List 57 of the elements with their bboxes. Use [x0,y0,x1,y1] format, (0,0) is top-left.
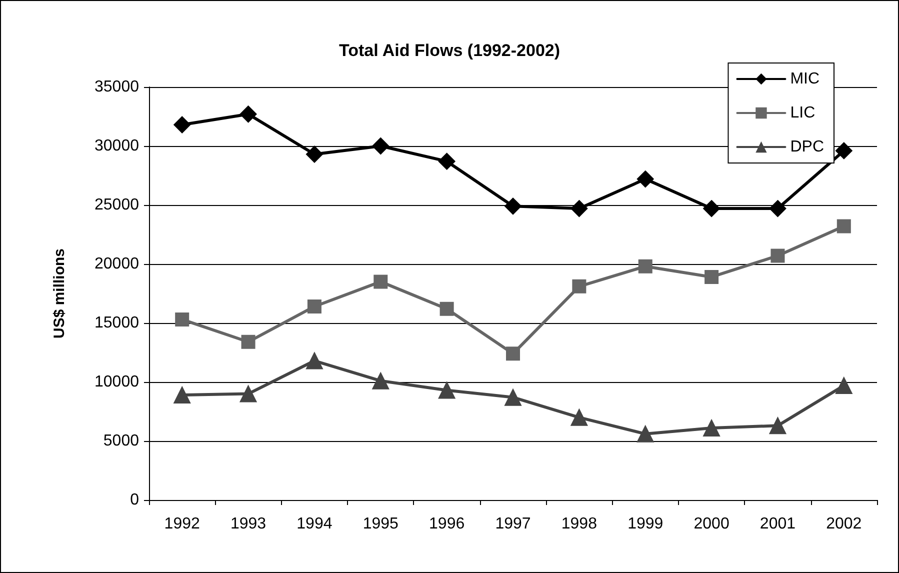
point [638,259,652,274]
legend-label: LIC [790,104,816,122]
point [306,352,323,370]
point [703,420,720,437]
y-tick-label: 25000 [94,196,140,214]
point [374,274,388,289]
point [306,146,323,163]
point [438,152,456,170]
point [240,106,257,123]
y-tick-label: 30000 [94,138,140,154]
x-tick-label: 1996 [429,516,465,532]
point [570,408,588,426]
y-tick-label: 15000 [94,314,140,332]
y-axis-title: US$ millions [51,248,68,339]
x-tick-label: 1997 [495,516,531,532]
point [836,219,851,234]
x-tick-label: 1993 [230,516,266,532]
x-tick-label: 1994 [296,516,332,532]
x-tick-label: 1992 [164,516,200,532]
point [440,302,454,316]
point [704,270,719,284]
point [240,385,257,402]
x-tick-label: 2001 [760,516,796,532]
point [769,200,786,218]
x-tick-label: 2000 [694,516,730,532]
point [703,200,720,218]
x-tick-label: 1999 [628,516,664,532]
point [372,138,390,154]
y-tick-label: 5000 [103,432,140,450]
legend-label: DPC [790,138,824,156]
point [636,170,654,188]
point [570,200,588,218]
y-tick-label: 10000 [94,374,140,390]
point [506,346,520,361]
point [636,425,654,442]
legend-label: MIC [790,70,820,88]
point [372,372,390,390]
point [835,377,852,394]
point [572,279,586,294]
point [835,142,852,160]
y-tick-label: 20000 [94,256,140,272]
chart-title: Total Aid Flows (1992-2002) [338,41,560,60]
point [438,382,456,399]
x-tick-label: 1995 [362,516,399,532]
point [770,248,785,263]
x-tick-label: 2002 [826,516,862,532]
y-tick-label: 35000 [94,78,140,96]
point [174,386,191,404]
y-tick-label: 0 [130,492,140,508]
point [769,417,786,434]
point [504,388,522,406]
x-tick-label: 1998 [561,516,598,532]
point [174,116,191,134]
point [504,198,522,215]
point [175,312,190,326]
point [241,334,256,349]
point [307,299,322,314]
